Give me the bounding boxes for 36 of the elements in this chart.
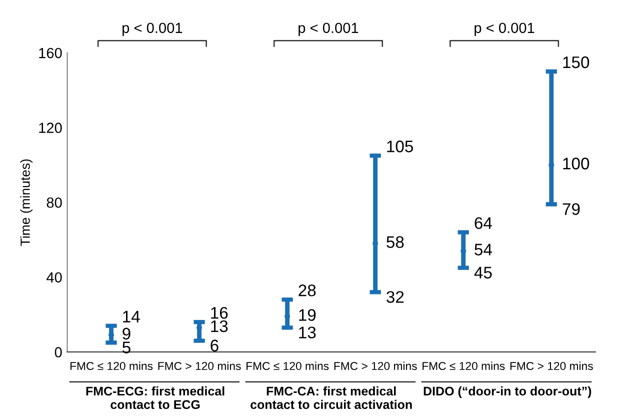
annotation: 6 xyxy=(210,340,218,352)
y-tick-label: 0 xyxy=(54,347,62,358)
data-label: 13 xyxy=(211,320,228,332)
annotation: 5 xyxy=(122,342,130,354)
data-label: 9 xyxy=(122,328,130,340)
annotation: 79 xyxy=(562,203,580,215)
text: FMC-CA: first medical contact to circuit activation xyxy=(250,386,412,410)
x-tick-label: FMC ≤ 120 mins xyxy=(422,362,505,370)
y-tick-label: 40 xyxy=(46,272,62,283)
y-tick-label: 160 xyxy=(39,48,62,58)
x-tick-label: FMC ≤ 120 mins xyxy=(246,362,329,370)
annotation: 28 xyxy=(298,284,316,296)
x-tick-label: FMC > 120 mins xyxy=(158,362,241,370)
annotation: 32 xyxy=(386,291,404,303)
annotation: 105 xyxy=(387,140,414,152)
x-tick-label: FMC > 120 mins xyxy=(334,362,417,370)
x-tick-label: FMC ≤ 120 mins xyxy=(70,362,153,370)
annotation: 45 xyxy=(474,266,492,279)
text: FMC-ECG: first medical contact to ECG xyxy=(86,386,224,410)
text: DIDO (“door-in to door-out”) xyxy=(424,386,592,398)
annotation: 150 xyxy=(563,56,590,68)
y-tick-label: 80 xyxy=(46,197,62,208)
data-label: 58 xyxy=(386,236,404,248)
y-axis-title: Time (minutes) xyxy=(20,159,32,246)
annotation: 14 xyxy=(123,310,140,322)
y-tick-label: 120 xyxy=(39,122,62,134)
annotation: 13 xyxy=(299,326,316,338)
annotation: 16 xyxy=(211,306,228,319)
text: p < 0.001 xyxy=(298,22,358,36)
data-label: 100 xyxy=(563,158,590,170)
x-tick-label: FMC > 120 mins xyxy=(510,362,593,370)
data-label: 54 xyxy=(474,244,492,256)
data-label: 19 xyxy=(299,309,316,321)
annotation: 64 xyxy=(474,217,492,229)
text: p < 0.001 xyxy=(122,22,182,36)
text: p < 0.001 xyxy=(474,22,534,36)
